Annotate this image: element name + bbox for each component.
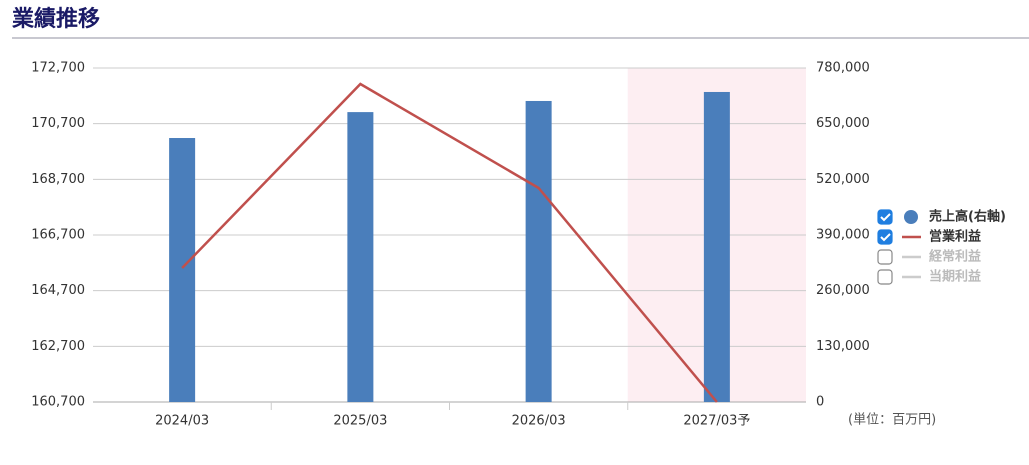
bar [347,112,374,402]
y-tick-label: 166,700 [31,228,85,243]
y-tick-label: 160,700 [31,395,85,410]
x-tick-label: 2026/03 [512,414,566,429]
y-tick-label: 172,700 [31,61,85,76]
y2-tick-label: 390,000 [816,228,870,243]
chart-title: 業績推移 [12,6,100,32]
y2-tick-label: 650,000 [816,116,870,131]
y-tick-label: 164,700 [31,283,85,298]
legend-checkbox[interactable] [877,209,893,225]
bar [169,138,196,402]
legend-label[interactable]: 売上高(右軸) [929,209,1006,225]
y-tick-label: 162,700 [31,339,85,354]
title-underline [12,37,1029,39]
legend-label[interactable]: 当期利益 [929,269,981,285]
checkmark [880,233,891,242]
legend-checkbox[interactable] [877,229,893,245]
legend-label[interactable]: 営業利益 [929,229,981,245]
x-tick-label: 2025/03 [333,414,387,429]
y2-tick-label: 780,000 [816,61,870,76]
y-tick-label: 170,700 [31,116,85,131]
bar [525,100,552,402]
y2-tick-label: 520,000 [816,172,870,187]
x-tick-label: 2024/03 [155,414,209,429]
legend-marker [904,210,918,224]
legend-label[interactable]: 経常利益 [929,249,981,265]
checkmark [880,213,891,222]
bar [703,91,730,402]
y2-tick-label: 130,000 [816,339,870,354]
line [181,82,718,403]
legend-checkbox[interactable] [877,269,893,285]
y-tick-label: 168,700 [31,172,85,187]
y2-tick-label: 0 [816,395,824,410]
legend-checkbox[interactable] [877,249,893,265]
y2-tick-label: 260,000 [816,283,870,298]
x-tick-label: 2027/03予 [683,414,750,429]
unit-note: (単位：百万円) [848,412,936,428]
